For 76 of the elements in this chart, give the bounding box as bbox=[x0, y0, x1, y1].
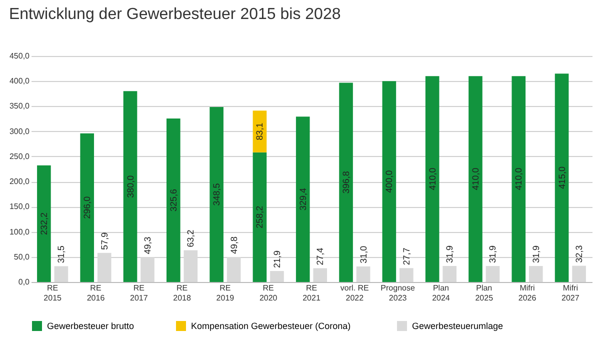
data-label: 410,0 bbox=[427, 168, 438, 190]
bar bbox=[80, 133, 94, 282]
x-tick-label: Plan 2024 bbox=[432, 284, 450, 302]
x-tick-label: Mifri 2027 bbox=[562, 284, 580, 302]
bar bbox=[166, 118, 180, 282]
x-tick-label: Prognose 2023 bbox=[380, 284, 416, 302]
data-label: 63,2 bbox=[186, 230, 196, 248]
data-label: 32,3 bbox=[574, 245, 584, 263]
bar bbox=[468, 76, 482, 282]
bar bbox=[425, 76, 440, 282]
bar bbox=[486, 266, 500, 282]
x-tick-label: RE 2015 bbox=[44, 284, 62, 302]
y-tick-label: 400,0 bbox=[9, 76, 30, 86]
y-tick-label: 350,0 bbox=[9, 102, 30, 111]
data-label: 21,9 bbox=[272, 250, 282, 268]
bar bbox=[123, 91, 138, 282]
x-tick-label: vorl. RE 2022 bbox=[340, 284, 369, 302]
bar bbox=[572, 266, 586, 282]
data-label: 31,0 bbox=[358, 246, 368, 264]
bar bbox=[528, 266, 543, 282]
data-label: 325,6 bbox=[168, 188, 178, 212]
data-label: 31,9 bbox=[530, 245, 541, 263]
data-label: 258,2 bbox=[254, 206, 265, 228]
y-tick-label: 300,0 bbox=[9, 126, 30, 136]
data-label: 232,2 bbox=[38, 212, 49, 235]
data-label: 296,0 bbox=[82, 196, 92, 219]
x-tick-label: RE 2016 bbox=[86, 284, 106, 302]
x-tick-label: RE 2018 bbox=[173, 284, 192, 302]
bar bbox=[382, 81, 396, 282]
data-label: 329,4 bbox=[298, 188, 308, 211]
bar bbox=[313, 268, 328, 282]
data-label: 410,0 bbox=[514, 168, 524, 190]
data-label: 410,0 bbox=[470, 168, 480, 190]
bar bbox=[296, 116, 310, 282]
bar bbox=[400, 268, 414, 282]
data-label: 31,5 bbox=[56, 246, 66, 264]
bar bbox=[210, 106, 224, 282]
y-tick-label: 100,0 bbox=[9, 227, 30, 236]
x-tick-label: Plan 2025 bbox=[475, 284, 494, 302]
x-tick-label: RE 2021 bbox=[302, 284, 321, 302]
data-label: 27,4 bbox=[315, 248, 326, 266]
legend-label: Gewerbesteuerumlage bbox=[412, 321, 504, 331]
bar bbox=[54, 266, 68, 282]
bar bbox=[442, 266, 456, 282]
data-label: 380,0 bbox=[125, 175, 136, 198]
bar bbox=[554, 74, 569, 282]
y-tick-label: 150,0 bbox=[9, 202, 30, 212]
data-label: 57,9 bbox=[99, 232, 110, 250]
x-tick-label: RE 2017 bbox=[130, 284, 148, 302]
x-tick-label: RE 2020 bbox=[259, 284, 278, 302]
bar bbox=[512, 76, 526, 282]
data-label: 49,3 bbox=[142, 236, 153, 254]
chart-title: Entwicklung der Gewerbesteuer 2015 bis 2028 bbox=[8, 6, 341, 23]
x-tick-label: Mifri 2026 bbox=[518, 284, 537, 302]
bar bbox=[270, 271, 284, 282]
data-label: 27,7 bbox=[401, 248, 412, 266]
data-label: 49,8 bbox=[228, 236, 239, 254]
data-label: 348,5 bbox=[212, 183, 222, 206]
x-tick-label: RE 2019 bbox=[216, 284, 235, 302]
data-label: 31,9 bbox=[488, 245, 498, 263]
bar bbox=[252, 152, 267, 282]
data-label: 31,9 bbox=[444, 245, 455, 263]
data-label: 83,1 bbox=[254, 122, 265, 140]
data-label: 415,0 bbox=[556, 166, 567, 190]
bar bbox=[339, 82, 353, 282]
data-label: 400,0 bbox=[384, 170, 394, 193]
y-tick-label: 450,0 bbox=[9, 52, 30, 60]
y-tick-label: 250,0 bbox=[9, 152, 30, 161]
legend-label: Gewerbesteuer brutto bbox=[47, 321, 134, 331]
bar bbox=[37, 165, 51, 282]
y-tick-label: 200,0 bbox=[9, 177, 30, 186]
y-tick-label: 0,0 bbox=[18, 278, 30, 286]
y-tick-label: 50,0 bbox=[14, 252, 30, 262]
data-label: 396,8 bbox=[341, 171, 352, 194]
bar bbox=[356, 266, 370, 282]
legend-label: Kompensation Gewerbesteuer (Corona) bbox=[191, 321, 351, 331]
